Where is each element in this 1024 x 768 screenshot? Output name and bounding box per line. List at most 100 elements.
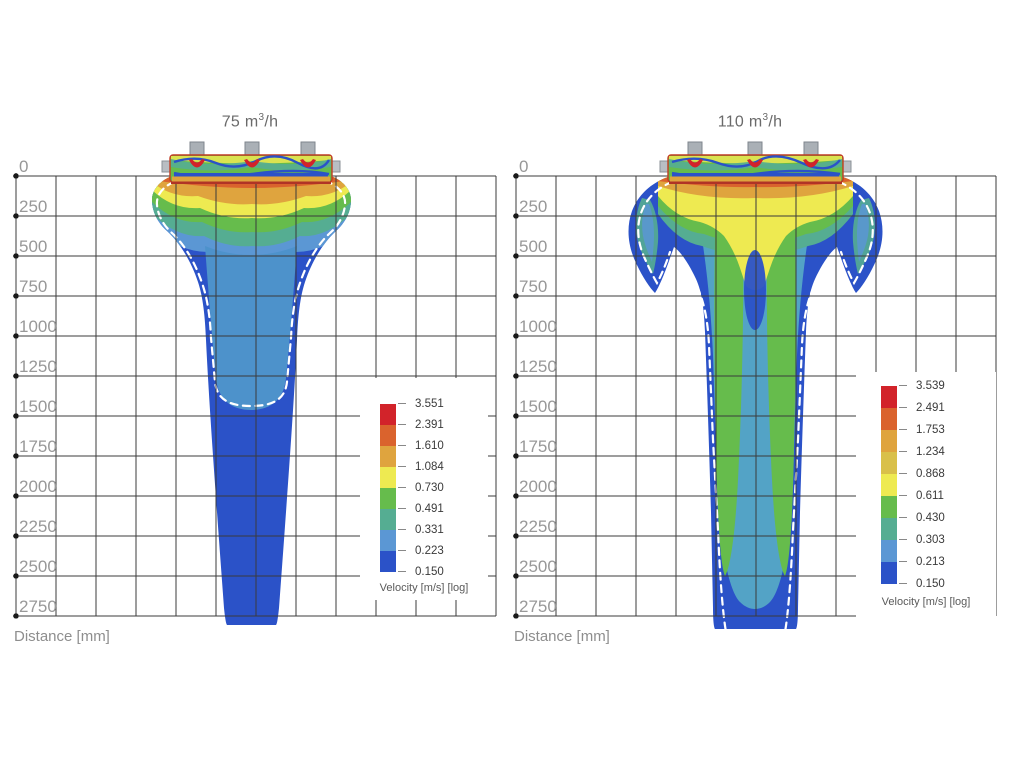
legend-value-row: 1.084 xyxy=(398,460,444,474)
legend-value-label: 2.391 xyxy=(415,419,444,431)
legend-value-row: 1.234 xyxy=(899,445,945,459)
device-darkred-edge xyxy=(669,181,842,184)
legend-value-row: 2.491 xyxy=(899,401,945,415)
panel-75: 75 m3/h xyxy=(8,0,516,768)
legend-value-label: 2.491 xyxy=(916,402,945,414)
axis-dot xyxy=(513,413,519,419)
y-tick-label: 2750 xyxy=(19,597,57,616)
y-tick-label: 2250 xyxy=(519,517,557,536)
legend-value-row: 0.430 xyxy=(899,511,945,525)
legend-value-row: 0.491 xyxy=(398,502,444,516)
y-tick-label: 1500 xyxy=(519,397,557,416)
legend-value-row: 0.331 xyxy=(398,523,444,537)
legend-value-row: 0.303 xyxy=(899,533,945,547)
legend-color-band xyxy=(380,530,396,551)
legend-color-band xyxy=(380,404,396,425)
y-tick-label: 2250 xyxy=(19,517,57,536)
device-red-chevron xyxy=(244,159,260,168)
legend-tick-mark xyxy=(899,451,907,453)
legend-value-label: 0.213 xyxy=(916,556,945,568)
axis-dot xyxy=(513,493,519,499)
diffuser-device-110 xyxy=(659,141,852,184)
legend-tick-mark xyxy=(398,403,406,405)
legend-value-label: 0.303 xyxy=(916,534,945,546)
legend-color-band xyxy=(380,488,396,509)
device-blue-stripe xyxy=(672,173,839,177)
device-red-chevron xyxy=(687,159,703,168)
device-red-chevron xyxy=(189,159,205,168)
nozzle-icon xyxy=(687,141,703,157)
y-tick-label: 1500 xyxy=(19,397,57,416)
legend-color-band xyxy=(380,425,396,446)
legend-color-band xyxy=(881,474,897,496)
y-tick-label: 2000 xyxy=(519,477,557,496)
legend-tick-mark xyxy=(899,407,907,409)
legend-color-band xyxy=(881,386,897,408)
legend-value-label: 0.730 xyxy=(415,482,444,494)
axis-dot xyxy=(13,293,19,299)
legend-value-row: 0.611 xyxy=(899,489,944,503)
legend-tick-mark xyxy=(899,539,907,541)
legend-color-band xyxy=(380,467,396,488)
y-tick-label: 0 xyxy=(19,157,28,176)
axis-dot xyxy=(13,413,19,419)
center-blue-lens xyxy=(744,250,766,330)
y-tick-label: 500 xyxy=(19,237,47,256)
y-tick-label: 250 xyxy=(519,197,547,216)
device-red-chevron xyxy=(803,159,819,168)
y-tick-label: 1250 xyxy=(519,357,557,376)
iso-contour-dashed xyxy=(155,180,347,408)
legend-color-band xyxy=(380,509,396,530)
legend-value-label: 0.868 xyxy=(916,468,945,480)
wing-lightblue-left xyxy=(642,204,654,262)
plume-75 xyxy=(152,177,351,625)
y-tick-label: 2500 xyxy=(19,557,57,576)
axis-dot xyxy=(13,173,19,179)
axis-dot xyxy=(13,453,19,459)
legend-value-row: 2.391 xyxy=(398,418,444,432)
axis-dot xyxy=(13,213,19,219)
axis-dot xyxy=(13,573,19,579)
legend-value-label: 1.234 xyxy=(916,446,945,458)
flow-rate-value: 110 m xyxy=(717,113,763,131)
green-leaf-left xyxy=(714,236,744,576)
axis-dot xyxy=(13,613,19,619)
y-tick-label: 2750 xyxy=(519,597,557,616)
legend-color-band xyxy=(881,408,897,430)
legend-colorbar xyxy=(380,404,396,572)
axis-dot xyxy=(513,573,519,579)
velocity-legend-75: Velocity [m/s] [log] 3.551 2.391 1.610 1.08… xyxy=(360,378,488,600)
legend-tick-mark xyxy=(398,424,406,426)
legend-color-band xyxy=(881,452,897,474)
legend-tick-mark xyxy=(398,466,406,468)
legend-color-band xyxy=(881,496,897,518)
y-tick-label: 1750 xyxy=(19,437,57,456)
legend-value-label: 0.430 xyxy=(916,512,945,524)
y-tick-label: 1000 xyxy=(19,317,57,336)
legend-value-row: 3.539 xyxy=(899,379,945,393)
y-tick-label: 1750 xyxy=(519,437,557,456)
panel-110: 110 m3/h xyxy=(508,0,1016,768)
device-blue-swirl xyxy=(671,155,841,170)
legend-colorbar xyxy=(881,386,897,584)
axis-dot xyxy=(513,613,519,619)
device-red-chevron xyxy=(747,159,763,168)
legend-value-label: 1.084 xyxy=(415,461,444,473)
legend-value-row: 0.150 xyxy=(398,565,444,579)
y-tick-label: 500 xyxy=(519,237,547,256)
flow-rate-exponent: 3 xyxy=(258,112,265,123)
legend-tick-mark xyxy=(899,583,907,585)
y-tick-label: 750 xyxy=(19,277,47,296)
flow-rate-value: 75 m xyxy=(221,113,259,131)
legend-value-row: 1.753 xyxy=(899,423,945,437)
legend-value-row: 0.868 xyxy=(899,467,945,481)
nozzle-icon xyxy=(189,141,205,157)
legend-color-band xyxy=(881,562,897,584)
legend-color-band xyxy=(881,430,897,452)
axis-dot xyxy=(13,493,19,499)
legend-tick-mark xyxy=(398,487,406,489)
device-darkred-edge xyxy=(171,181,331,184)
legend-value-label: 0.223 xyxy=(415,545,444,557)
axis-dot xyxy=(513,333,519,339)
axis-dot xyxy=(513,453,519,459)
